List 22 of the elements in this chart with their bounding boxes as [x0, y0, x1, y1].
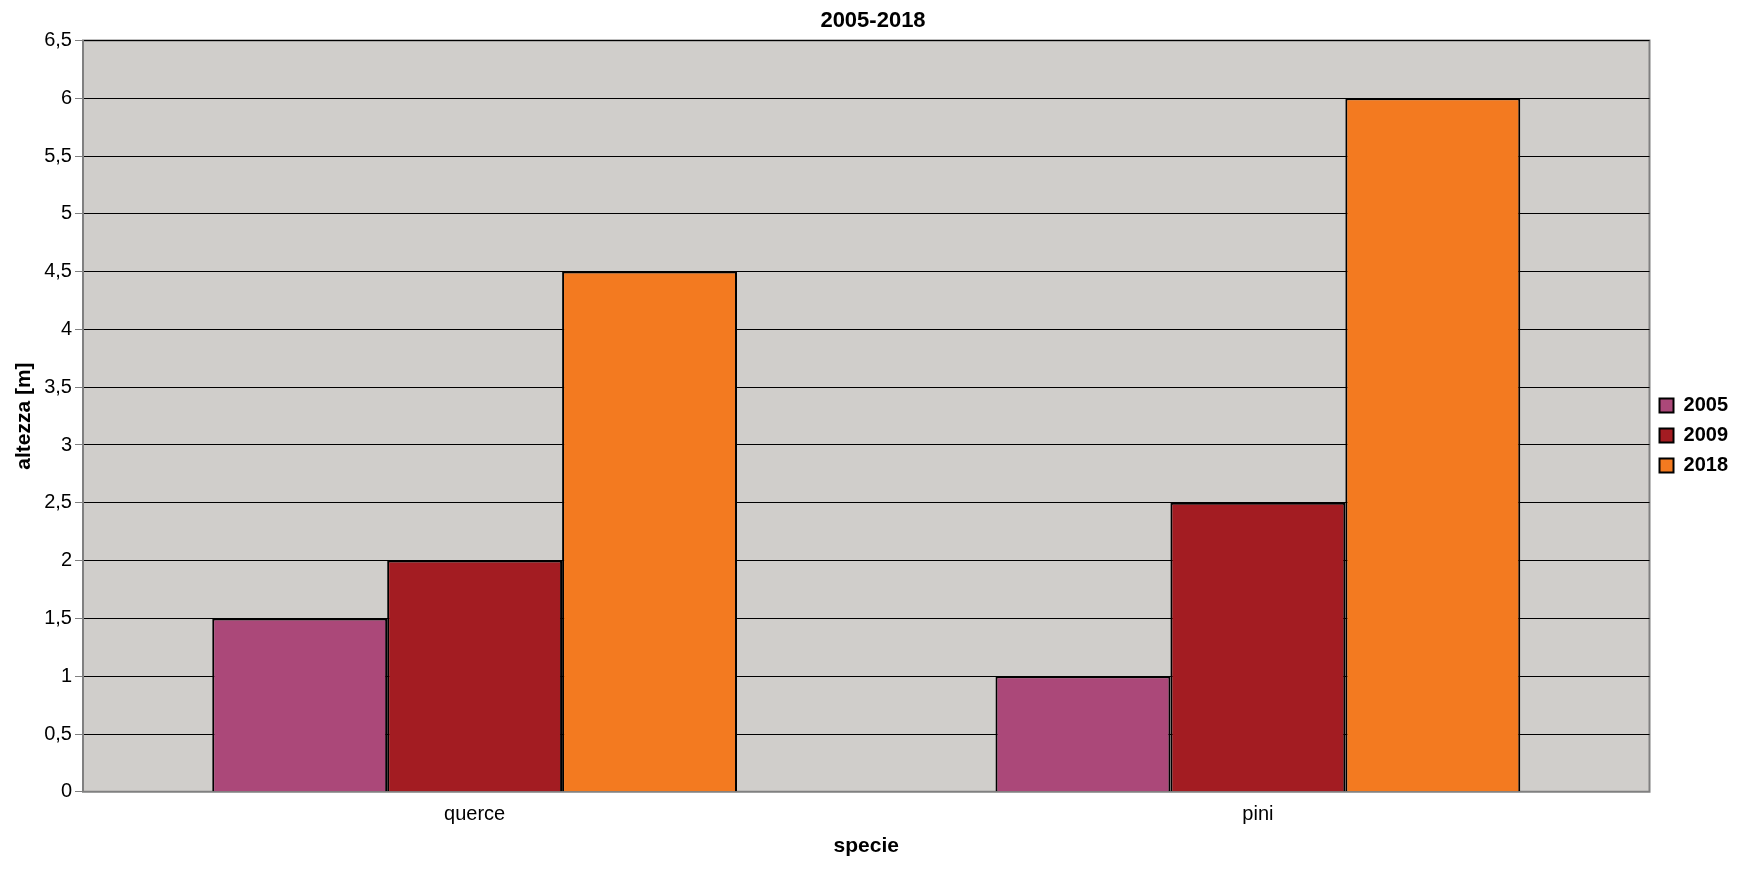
legend-label: 2009: [1683, 423, 1729, 446]
y-tick-label: 6,5: [44, 27, 72, 50]
y-tick-label: 6: [60, 85, 72, 108]
y-tick-label: 4: [60, 316, 72, 339]
y-tick-label: 2,5: [44, 490, 72, 513]
legend-label: 2005: [1683, 393, 1729, 416]
y-tick-label: 4,5: [44, 259, 72, 282]
y-tick-label: 0: [60, 779, 72, 802]
y-tick-label: 2: [60, 548, 72, 571]
y-tick-label: 1,5: [44, 605, 72, 628]
x-tick-label: querce: [444, 802, 506, 825]
legend-label: 2018: [1683, 453, 1729, 476]
y-tick-label: 3: [60, 432, 72, 455]
y-tick-label: 5: [60, 201, 72, 224]
y-tick-label: 5,5: [44, 143, 72, 166]
y-tick-label: 0,5: [44, 721, 72, 744]
x-axis-title: specie: [833, 833, 899, 857]
chart-title: 2005-2018: [820, 7, 926, 33]
y-axis-title: altezza [m]: [11, 362, 35, 470]
x-tick-label: pini: [1242, 802, 1274, 825]
y-tick-label: 1: [60, 663, 72, 686]
y-tick-label: 3,5: [44, 374, 72, 397]
